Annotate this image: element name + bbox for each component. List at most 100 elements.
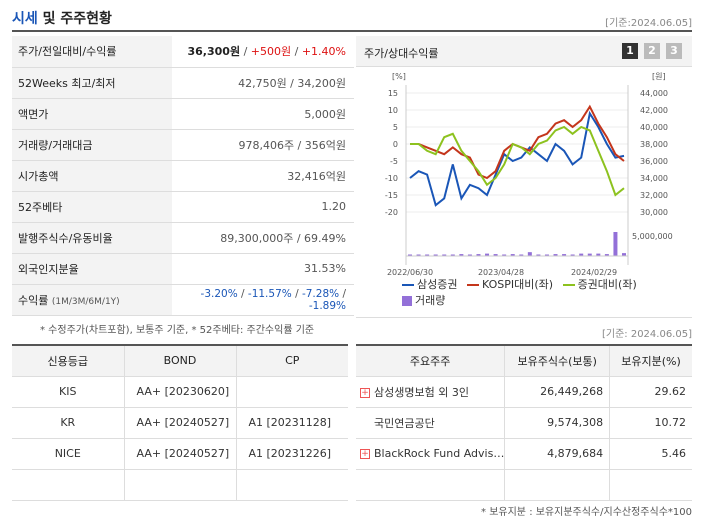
table-row (356, 469, 692, 501)
table-row: 52Weeks 최고/최저 42,750원 / 34,200원 (12, 67, 354, 99)
holder-shares: 26,449,268 (504, 376, 611, 408)
right-tick-label: 34,000 (640, 174, 668, 183)
legend-label: 증권대비(좌) (577, 278, 637, 291)
mcap-value: 32,416억원 (172, 160, 354, 192)
mcap-label: 시가총액 (12, 160, 172, 192)
holder-pct (609, 469, 692, 501)
chart-legend: 삼성증권 KOSPI대비(좌) 증권대비(좌) 거래량 (402, 276, 692, 308)
table-row: KIS AA+ [20230620] (12, 376, 348, 408)
reference-date: [기준:2024.06.05] (605, 18, 692, 29)
table-row: + BlackRock Fund Advis… 4,879,684 5.46 (356, 438, 692, 470)
holder-name: 삼성생명보험 외 3인 (374, 385, 469, 399)
table-row: NICE AA+ [20240527] A1 [20231226] (12, 438, 348, 470)
expand-plus-icon[interactable]: + (360, 387, 370, 398)
table-row: 거래량/거래대금 978,406주 / 356억원 (12, 129, 354, 161)
volume-bar (562, 254, 567, 256)
table-row: 52주베타 1.20 (12, 191, 354, 223)
table-row: 외국인지분율 31.53% (12, 253, 354, 285)
left-tick-label: 10 (388, 106, 398, 115)
return-3m: -11.57% (247, 287, 292, 300)
beta-value: 1.20 (172, 191, 354, 223)
volume-label: 거래량/거래대금 (12, 129, 172, 161)
volume-bar (510, 254, 515, 256)
volume-bar (544, 254, 549, 256)
holder-pct: 10.72 (609, 407, 692, 439)
price-label: 주가/전일대비/수익률 (12, 36, 172, 68)
return-label-text: 수익률 (18, 293, 49, 307)
w52-value: 42,750원 / 34,200원 (172, 67, 354, 99)
holder-name-cell: 국민연금공단 (356, 407, 506, 439)
holder-pct: 5.46 (609, 438, 692, 470)
x-tick-label: 2023/04/28 (478, 268, 524, 277)
left-tick-label: 0 (393, 140, 398, 149)
legend-label: 거래량 (415, 294, 446, 307)
chart-page-1-button[interactable]: 1 (622, 43, 638, 59)
credit-bond (124, 469, 237, 501)
price-change-pct: +1.40% (301, 45, 346, 59)
volume-bar (433, 254, 438, 256)
par-label: 액면가 (12, 98, 172, 130)
legend-item-volume: 거래량 (402, 292, 445, 308)
chart-page-2-button[interactable]: 2 (644, 43, 660, 59)
holder-shares: 9,574,308 (504, 407, 611, 439)
table-row: 발행주식수/유동비율 89,300,000주 / 69.49% (12, 222, 354, 254)
right-tick-label: 38,000 (640, 140, 668, 149)
volume-bar (596, 253, 601, 256)
table-row (12, 469, 348, 501)
volume-bar (553, 254, 558, 256)
stock-summary-table: 주가/전일대비/수익률 36,300원 / +500원 / +1.40% 52W… (12, 36, 354, 316)
volume-bar (502, 254, 507, 256)
credit-cp: A1 [20231226] (236, 438, 348, 470)
credit-cp (236, 469, 348, 501)
reference-date-2: [기준: 2024.06.05] (601, 329, 692, 340)
holder-shares: 4,879,684 (504, 438, 611, 470)
return-label-sub: (1M/3M/6M/1Y) (51, 296, 120, 307)
right-axis-unit: [원] (652, 72, 666, 81)
volume-bar (467, 254, 472, 256)
legend-item-samsung: 삼성증권 (402, 276, 457, 292)
left-tick-label: -5 (390, 157, 398, 166)
legend-swatch (562, 284, 575, 286)
credit-agency: KIS (12, 376, 125, 408)
volume-bar (450, 254, 455, 256)
volume-bar (587, 253, 592, 256)
credit-bond: AA+ [20240527] (124, 407, 237, 439)
volume-bar (425, 254, 430, 256)
section-title-secondary: 및 주주현황 (37, 11, 112, 27)
holder-name-cell: + BlackRock Fund Advis… (356, 438, 506, 470)
legend-label: KOSPI대비(좌) (481, 278, 554, 291)
credit-agency: NICE (12, 438, 125, 470)
table-row: 액면가 5,000원 (12, 98, 354, 130)
chart-page-3-button[interactable]: 3 (666, 43, 682, 59)
left-tick-label: 15 (388, 89, 398, 98)
x-tick-label: 2022/06/30 (387, 268, 433, 277)
volume-bar (408, 254, 412, 256)
holder-name: BlackRock Fund Advis… (374, 447, 505, 460)
x-tick-label: 2024/02/29 (571, 268, 617, 277)
return-label: 수익률 (1M/3M/6M/1Y) (12, 284, 172, 316)
table-header-row: 신용등급 BOND CP (12, 345, 348, 377)
right-tick-label: 40,000 (640, 123, 668, 132)
table-row: 시가총액 32,416억원 (12, 160, 354, 192)
volume-bar (442, 254, 447, 256)
holder-pct: 29.62 (609, 376, 692, 408)
table-row: KR AA+ [20240527] A1 [20231128] (12, 407, 348, 439)
price-chart-panel: 주가/상대수익률 1 2 3 [%] [원] 15 10 5 0 -5 -10 -15 -20 44… (356, 36, 692, 318)
volume-bar (527, 252, 532, 256)
price-value: 36,300원 / +500원 / +1.40% (172, 36, 354, 68)
holder-name: 국민연금공단 (374, 416, 435, 430)
current-price: 36,300원 (187, 45, 241, 59)
left-tick-label: 5 (393, 123, 398, 132)
right-tick-label: 32,000 (640, 191, 668, 200)
volume-bar (416, 254, 421, 256)
right-tick-label: 44,000 (640, 89, 668, 98)
chart-header: 주가/상대수익률 1 2 3 (356, 36, 692, 67)
major-shareholders-table: 주요주주 보유주식수(보통) 보유지분(%) + 삼성생명보험 외 3인 26,4… (356, 344, 692, 501)
shares-label: 발행주식수/유동비율 (12, 222, 172, 254)
column-header: 주요주주 (356, 345, 506, 377)
chart-title: 주가/상대수익률 (364, 47, 439, 60)
volume-bar (485, 253, 490, 256)
expand-plus-icon[interactable]: + (360, 449, 370, 459)
beta-label: 52주베타 (12, 191, 172, 223)
legend-swatch (402, 296, 412, 306)
